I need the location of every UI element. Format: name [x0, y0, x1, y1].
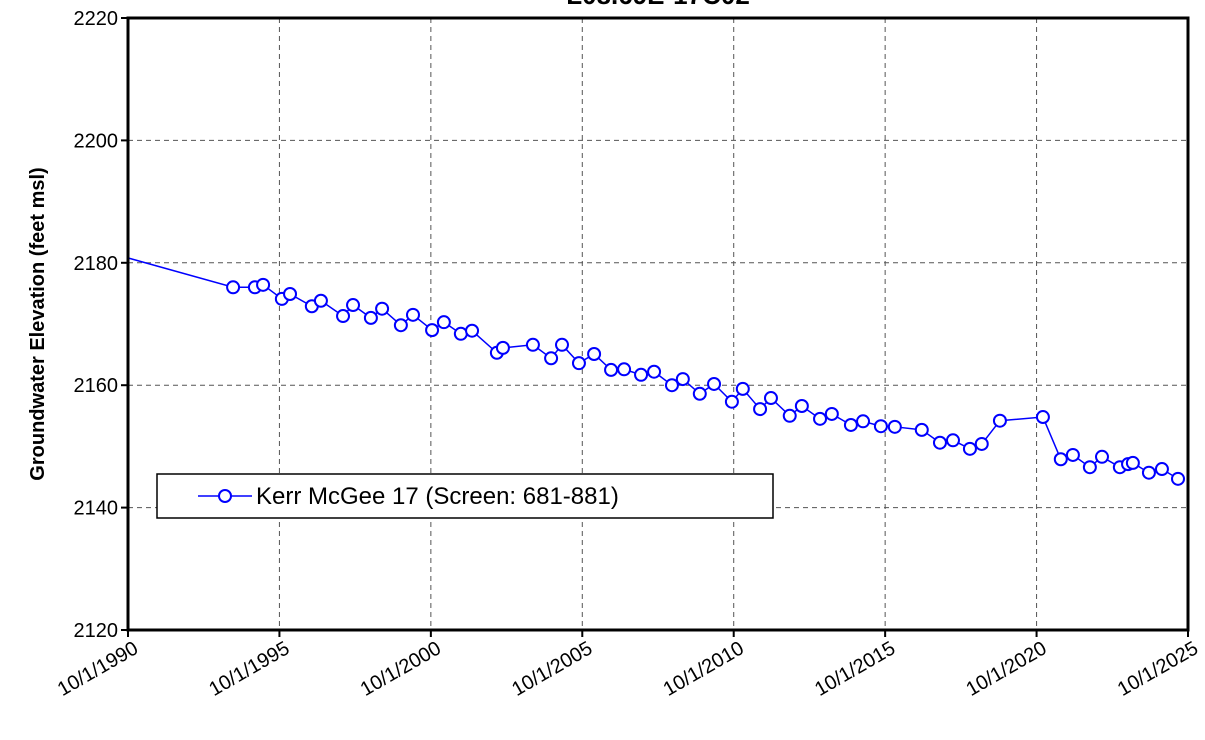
y-tick-label: 2200	[74, 130, 119, 152]
y-tick-label: 2120	[74, 620, 119, 642]
data-point	[634, 367, 649, 382]
data-point	[724, 394, 739, 409]
data-point	[1125, 455, 1140, 470]
y-tick-label: 2160	[74, 375, 119, 397]
plot	[128, 257, 1186, 486]
data-point	[604, 362, 619, 377]
data-point	[283, 287, 298, 302]
data-point	[932, 435, 947, 450]
data-point	[617, 362, 632, 377]
data-point	[1035, 410, 1050, 425]
plot-frame	[126, 16, 1190, 632]
data-point	[525, 337, 540, 352]
data-point	[945, 433, 960, 448]
data-point	[425, 323, 440, 338]
data-point	[346, 298, 361, 313]
x-tick-label: 10/1/2015	[811, 637, 899, 701]
data-point	[1171, 471, 1186, 486]
x-tick-label: 10/1/1990	[54, 637, 142, 701]
x-tick-label: 10/1/2010	[660, 637, 748, 701]
series-line	[128, 257, 1179, 480]
data-point	[226, 280, 241, 295]
data-point	[363, 310, 378, 325]
data-point	[1082, 460, 1097, 475]
data-point	[453, 326, 468, 341]
data-point	[692, 386, 707, 401]
data-point	[1053, 452, 1068, 467]
data-point	[436, 315, 451, 330]
data-point	[873, 419, 888, 434]
data-point	[554, 337, 569, 352]
data-point	[824, 406, 839, 421]
y-tick-label: 2180	[74, 253, 119, 275]
data-point	[856, 414, 871, 429]
data-point	[974, 436, 989, 451]
data-point	[782, 408, 797, 423]
x-tick-label: 10/1/2020	[963, 637, 1051, 701]
data-point	[1094, 449, 1109, 464]
legend-marker	[218, 489, 232, 503]
data-point	[336, 309, 351, 324]
data-point	[495, 340, 510, 355]
data-point	[256, 277, 271, 292]
data-point	[753, 402, 768, 417]
data-point	[675, 372, 690, 387]
data-point	[393, 318, 408, 333]
data-point	[664, 378, 679, 393]
data-point	[1065, 447, 1080, 462]
x-tick-label: 10/1/1995	[205, 637, 293, 701]
data-point	[794, 399, 809, 414]
grid	[127, 17, 1189, 631]
legend: Kerr McGee 17 (Screen: 681-881)	[156, 473, 774, 519]
x-tick-label: 10/1/2005	[508, 637, 596, 701]
data-point	[313, 293, 328, 308]
chart-title: L08.69E-17C02	[566, 0, 750, 10]
legend-label: Kerr McGee 17 (Screen: 681-881)	[256, 483, 619, 510]
data-point	[914, 422, 929, 437]
x-tick-label: 10/1/2000	[357, 637, 445, 701]
data-point	[843, 417, 858, 432]
y-tick-label: 2140	[74, 498, 119, 520]
y-axis-label: Groundwater Elevation (feet msl)	[27, 167, 49, 480]
data-point	[887, 419, 902, 434]
data-point	[1154, 462, 1169, 477]
data-point	[1141, 465, 1156, 480]
legend-box	[156, 473, 774, 519]
y-tick-label: 2220	[74, 8, 119, 30]
data-point	[647, 364, 662, 379]
data-point	[544, 351, 559, 366]
data-point	[587, 346, 602, 361]
data-point	[405, 307, 420, 322]
ticks: 2120 2140 2160 2180 2200 2220 10/1/1990 10/1/19…	[54, 8, 1202, 701]
data-point	[763, 391, 778, 406]
data-point	[992, 413, 1007, 428]
data-point	[813, 411, 828, 426]
data-point	[962, 441, 977, 456]
data-point	[375, 301, 390, 316]
data-point	[707, 376, 722, 391]
data-point	[465, 323, 480, 338]
x-tick-label: 10/1/2025	[1114, 637, 1202, 701]
data-point	[735, 381, 750, 396]
data-point	[571, 356, 586, 371]
